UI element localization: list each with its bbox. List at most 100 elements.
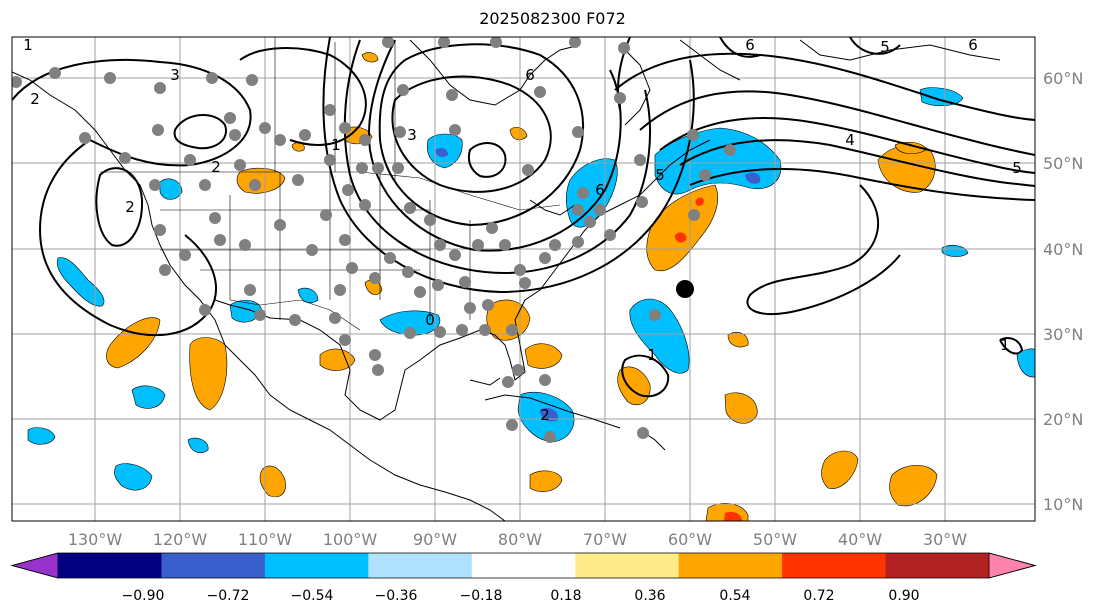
hot-core (724, 511, 742, 521)
storm-center (676, 280, 694, 298)
warm-area (529, 470, 563, 493)
cold-area (1016, 348, 1035, 378)
contour-label: 2 (211, 158, 221, 176)
lat-label: 30°N (1043, 325, 1083, 344)
graticule (12, 37, 1035, 521)
deep-core (540, 408, 559, 422)
lon-label: 30°W (923, 530, 967, 549)
colorbar-segment (58, 553, 162, 578)
warm-area (724, 392, 758, 424)
hot-core (674, 232, 687, 243)
contour-label: 5 (1012, 159, 1022, 177)
contour-label: 3 (407, 126, 417, 144)
colorbar-tick: −0.18 (460, 588, 503, 604)
cold-area (159, 178, 183, 200)
deep-core (745, 172, 761, 184)
contours (12, 37, 1035, 398)
warm-area (889, 464, 938, 507)
lon-label: 60°W (668, 530, 712, 549)
lon-label: 70°W (583, 530, 627, 549)
colorbar-segment (885, 553, 990, 578)
warm-area (821, 450, 859, 489)
cold-area (131, 385, 166, 409)
lat-label: 60°N (1043, 69, 1083, 88)
contour-label: 4 (845, 131, 855, 149)
lat-label: 40°N (1043, 240, 1083, 259)
contour-label: 2 (540, 406, 550, 424)
contour-label: 2 (125, 198, 135, 216)
map-title: 2025082300 F072 (479, 9, 626, 28)
contour-label: 6 (968, 36, 978, 54)
warm-area (486, 299, 531, 341)
colorbar-tick: −0.72 (207, 588, 250, 604)
lon-label: 110°W (238, 530, 293, 549)
station-dots (12, 37, 736, 443)
contour-labels: 3 2 2 1 1 2 3 6 6 6 5 6 5 4 5 1 2 1 0 (23, 36, 1022, 424)
colorbar-extend-high (988, 552, 1037, 579)
warm-area (509, 127, 528, 141)
warm-area (727, 331, 749, 348)
colorbar-segment (471, 553, 576, 578)
contour-label: 5 (880, 38, 890, 56)
lat-label: 20°N (1043, 410, 1083, 429)
deep-core (435, 147, 448, 158)
colorbar-segment (782, 553, 887, 578)
colorbar-tick: 0.18 (550, 588, 581, 604)
lon-label: 80°W (498, 530, 542, 549)
colorbar-tick: −0.36 (375, 588, 418, 604)
lon-label: 40°W (838, 530, 882, 549)
coastlines (12, 39, 1001, 521)
lon-label: 120°W (153, 530, 208, 549)
colorbar-tick: 0.36 (634, 588, 665, 604)
contour-label: 3 (170, 66, 180, 84)
contour-label: 6 (525, 66, 535, 84)
warm-area (189, 337, 228, 411)
warm-area (106, 317, 161, 369)
cold-area (27, 427, 56, 445)
contour-label: 6 (595, 181, 605, 199)
cold-area (297, 287, 319, 303)
lat-label: 10°N (1043, 495, 1083, 514)
contour-label: 5 (655, 166, 665, 184)
cold-area (56, 257, 105, 307)
lon-axis: 130°W 120°W 110°W 100°W 90°W 80°W 70°W 6… (68, 530, 967, 549)
colorbar-segment (264, 553, 369, 578)
lon-label: 130°W (68, 530, 123, 549)
cold-area (629, 298, 690, 374)
colorbar-frame (10, 552, 1037, 579)
contour-label: 6 (745, 36, 755, 54)
warm-area (646, 184, 719, 272)
colorbar-tick: −0.90 (122, 588, 165, 604)
map-frame (11, 36, 1036, 522)
cold-area (187, 437, 209, 453)
warm-area (259, 465, 286, 498)
colorbar-tick: 0.90 (888, 588, 919, 604)
colorbar-segment (161, 553, 266, 578)
cold-area (941, 244, 969, 257)
colorbar-segment (368, 553, 473, 578)
warm-area (319, 348, 356, 371)
anomaly-shading (27, 52, 1035, 521)
colorbar-ticks: −0.90 −0.72 −0.54 −0.36 −0.18 0.18 0.36 … (122, 588, 920, 604)
contour-label: 2 (30, 90, 40, 108)
cold-area (919, 87, 964, 107)
lon-label: 100°W (323, 530, 378, 549)
contour-label: 1 (331, 136, 341, 154)
warm-area (524, 343, 563, 369)
hot-core (695, 197, 704, 206)
contour-label: 1 (23, 36, 33, 54)
colorbar-tick: 0.72 (803, 588, 834, 604)
colorbar (10, 552, 1037, 579)
warm-area (236, 167, 286, 194)
contour-label: 0 (425, 311, 435, 329)
colorbar-segment (575, 553, 680, 578)
lon-label: 50°W (753, 530, 797, 549)
map-panel (12, 37, 1035, 521)
colorbar-segment (678, 553, 783, 578)
contour-label: 1 (1000, 336, 1010, 354)
contour-label: 1 (647, 346, 657, 364)
colorbar-tick: 0.54 (719, 588, 750, 604)
cold-area (654, 127, 782, 195)
lat-axis: 60°N 50°N 40°N 30°N 20°N 10°N (1043, 69, 1083, 514)
lat-label: 50°N (1043, 154, 1083, 173)
